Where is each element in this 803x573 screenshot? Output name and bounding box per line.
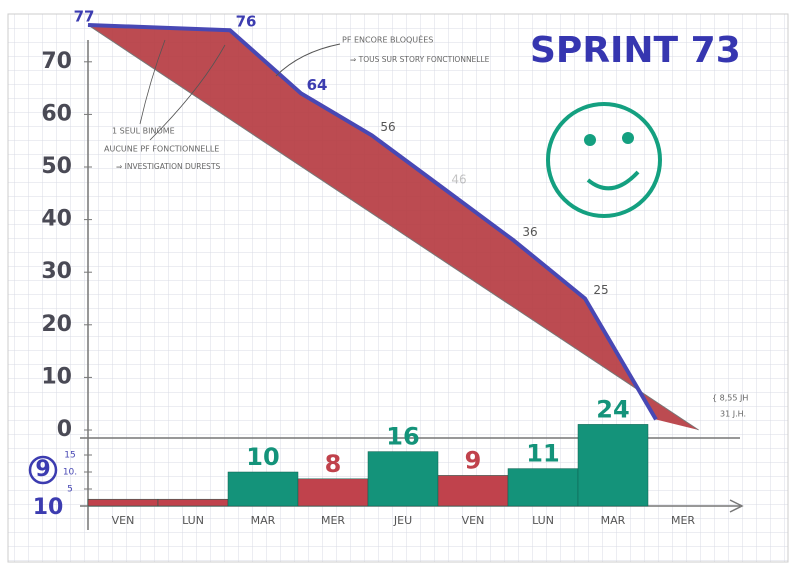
y-tick-label: 15 <box>64 451 75 461</box>
data-label: 25 <box>593 283 608 297</box>
bar <box>577 424 649 507</box>
data-label: 64 <box>307 76 328 94</box>
y-tick-label: 10. <box>63 468 77 478</box>
annotation: 31 J.H. <box>720 410 746 419</box>
bar <box>507 468 579 507</box>
y-tick-label: 5 <box>67 485 73 495</box>
bar <box>297 478 369 507</box>
bar <box>367 451 439 507</box>
annotation: 9 <box>35 457 50 482</box>
axis-arrow <box>729 499 744 513</box>
data-label: 24 <box>596 395 629 423</box>
x-tick-label: JEU <box>393 514 412 527</box>
annotation: 10 <box>33 495 64 520</box>
bar <box>157 498 229 507</box>
data-label: 46 <box>451 173 466 187</box>
bar <box>87 498 159 507</box>
y-tick-label: 20 <box>41 312 72 337</box>
data-label: 77 <box>74 7 95 25</box>
annotation: 1 SEUL BINÔME <box>112 125 175 136</box>
x-tick-label: VEN <box>462 514 485 527</box>
data-label: 10 <box>246 443 279 471</box>
data-label: 16 <box>386 423 419 451</box>
annotation: PF ENCORE BLOQUÉES <box>342 34 433 45</box>
annotation: AUCUNE PF FONCTIONNELLE <box>104 145 219 154</box>
annotation-pointer <box>139 39 226 141</box>
data-label: 9 <box>465 446 482 474</box>
annotation-pointer <box>275 43 341 77</box>
data-label: 11 <box>526 440 559 468</box>
y-tick-label: 30 <box>41 259 72 284</box>
annotation: ⇒ INVESTIGATION DURESTS <box>116 162 221 171</box>
smiley <box>546 102 662 218</box>
ideal-line <box>87 24 699 431</box>
data-label: 8 <box>325 450 342 478</box>
chart-title: SPRINT 73 <box>530 30 741 71</box>
x-tick-label: MAR <box>601 514 626 527</box>
y-tick-label: 50 <box>41 154 72 179</box>
data-label: 36 <box>522 225 537 239</box>
x-tick-label: LUN <box>532 514 554 527</box>
y-tick-label: 0 <box>57 417 72 442</box>
bar <box>437 475 509 507</box>
annotation: ⇒ TOUS SUR STORY FONCTIONNELLE <box>350 55 490 64</box>
annotation: { 8,55 JH <box>712 394 748 403</box>
x-tick-label: LUN <box>182 514 204 527</box>
y-tick-label: 40 <box>41 207 72 232</box>
x-tick-label: MER <box>671 514 695 527</box>
x-tick-label: VEN <box>112 514 135 527</box>
y-tick-label: 70 <box>41 49 72 74</box>
x-tick-label: MER <box>321 514 345 527</box>
y-tick-label: 60 <box>41 101 72 126</box>
y-tick-label: 10 <box>41 364 72 389</box>
data-label: 76 <box>236 13 257 31</box>
burndown-line <box>87 22 658 421</box>
x-tick-label: MAR <box>251 514 276 527</box>
data-label: 56 <box>380 120 395 134</box>
bar <box>227 471 299 507</box>
annotation-circle <box>28 455 58 485</box>
